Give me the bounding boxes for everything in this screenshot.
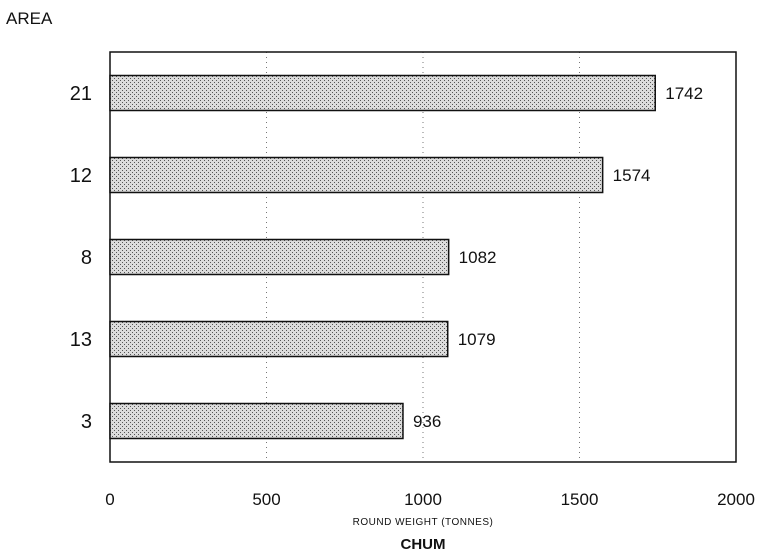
bar-area-8 <box>109 238 450 276</box>
x-tick-label-2000: 2000 <box>717 490 755 509</box>
category-label-3: 3 <box>81 411 92 433</box>
value-label-8: 1082 <box>459 248 497 267</box>
x-axis-label: ROUND WEIGHT (TONNES) <box>353 517 494 528</box>
chart-title: CHUM <box>401 536 446 553</box>
x-tick-label-0: 0 <box>105 490 114 509</box>
category-label-13: 13 <box>70 329 92 351</box>
value-label-21: 1742 <box>665 84 703 103</box>
x-tick-label-1500: 1500 <box>561 490 599 509</box>
value-label-12: 1574 <box>613 166 651 185</box>
value-labels: 1742 1574 1082 1079 936 <box>413 84 703 431</box>
bar-area-21 <box>109 74 656 112</box>
x-tick-label-500: 500 <box>252 490 280 509</box>
category-labels: 21 12 8 13 3 <box>70 83 92 433</box>
bar-area-3 <box>109 402 404 440</box>
bar-area-12 <box>109 156 604 194</box>
x-tick-labels: 0 500 1000 1500 2000 <box>105 490 755 509</box>
bars <box>109 74 656 440</box>
x-tick-label-1000: 1000 <box>404 490 442 509</box>
y-axis-label: AREA <box>6 9 53 28</box>
bar-area-13 <box>109 320 449 358</box>
value-label-3: 936 <box>413 412 441 431</box>
value-label-13: 1079 <box>458 330 496 349</box>
category-label-21: 21 <box>70 83 92 105</box>
category-label-12: 12 <box>70 165 92 187</box>
category-label-8: 8 <box>81 247 92 269</box>
